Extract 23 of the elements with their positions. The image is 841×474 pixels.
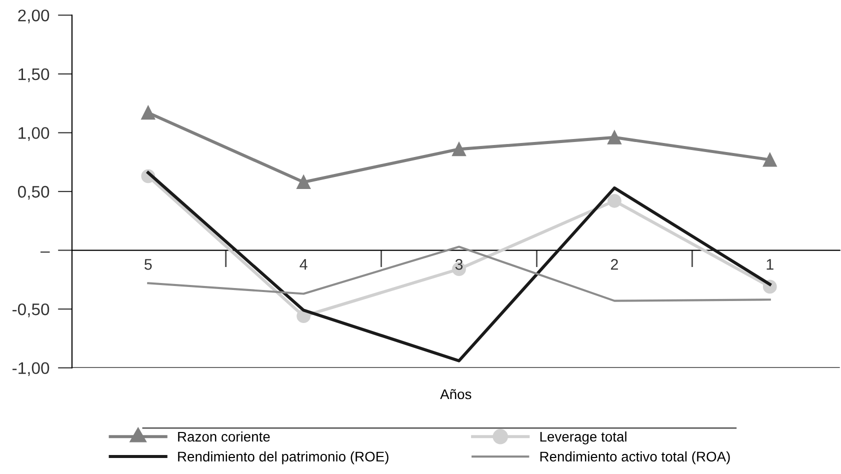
point: [608, 130, 622, 144]
legend-label: Rendimiento activo total (ROA): [540, 451, 730, 464]
x-tick-label: 4: [300, 259, 308, 270]
legend-label: Rendimiento del patrimonio (ROE): [178, 451, 388, 464]
y-tick-label: 1,00: [18, 127, 50, 141]
x-tick-label: 1: [766, 259, 774, 270]
x-tick-label: 2: [610, 259, 618, 270]
x-axis-title: Años: [440, 389, 472, 400]
x-tick-label: 5: [144, 259, 152, 270]
point: [452, 142, 466, 156]
point: [141, 106, 156, 120]
y-tick-label: –: [40, 252, 50, 253]
point: [608, 194, 622, 208]
y-tick-label: 0,50: [18, 186, 50, 200]
y-tick-label: -0,50: [12, 303, 50, 318]
point: [762, 152, 777, 167]
y-tick-label: 2,00: [18, 10, 50, 24]
point: [296, 175, 311, 190]
x-tick-label: 3: [455, 259, 463, 270]
y-tick-label: 1,50: [18, 68, 50, 82]
legend-label: Leverage total: [540, 431, 626, 444]
legend-label: Razon coriente: [178, 431, 270, 442]
y-tick-label: -1,00: [12, 362, 50, 376]
